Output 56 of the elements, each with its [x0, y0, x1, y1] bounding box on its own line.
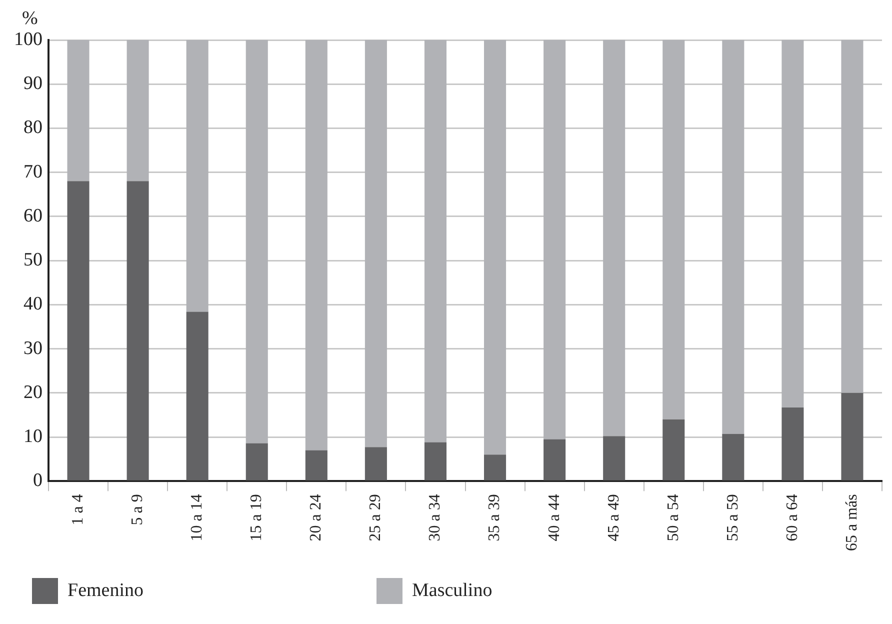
bar	[67, 181, 90, 480]
x-tick-label: 40 a 44	[546, 494, 563, 542]
bar	[364, 40, 387, 448]
bar	[782, 407, 804, 480]
x-tick-label: 30 a 34	[426, 494, 444, 542]
x-tick-label: 15 a 19	[248, 494, 266, 542]
bar	[544, 40, 566, 440]
y-tick-label: 50	[24, 250, 42, 271]
bar	[603, 436, 626, 480]
bar	[126, 40, 149, 182]
y-tick-label: 40	[24, 294, 42, 315]
legend-label: Masculino	[412, 580, 702, 601]
bar	[305, 40, 328, 450]
bar	[67, 40, 90, 182]
bar	[305, 450, 328, 480]
x-tick-label: 1 a 4	[69, 494, 86, 526]
y-tick-label: 80	[24, 117, 42, 138]
bar	[186, 312, 208, 480]
bar	[186, 40, 208, 312]
x-tick-label: 5 a 9	[129, 494, 146, 526]
x-tick-label: 45 a 49	[605, 494, 622, 542]
legend-label: Femenino	[68, 580, 352, 601]
y-tick-label: 0	[33, 470, 42, 492]
bar	[364, 447, 387, 480]
x-tick-label: 65 a más	[843, 494, 860, 551]
y-axis-title: %	[22, 8, 38, 30]
bar	[603, 40, 626, 436]
y-tick-label: 100	[14, 28, 42, 50]
bar	[424, 442, 446, 480]
y-tick-label: 60	[24, 205, 42, 226]
x-tick-label: 10 a 14	[188, 494, 206, 542]
bar	[246, 443, 268, 480]
x-tick-label: 35 a 39	[486, 494, 504, 542]
y-tick-label: 30	[24, 338, 42, 359]
y-tick-label: 10	[24, 426, 42, 447]
bar	[662, 419, 685, 480]
bar	[722, 40, 744, 434]
bar	[544, 439, 566, 480]
bar	[841, 392, 864, 480]
bar	[782, 40, 804, 408]
bar	[662, 40, 685, 420]
bar	[484, 40, 506, 455]
bar	[126, 181, 149, 480]
x-tick-label: 25 a 29	[367, 494, 384, 542]
y-tick-label: 20	[24, 382, 42, 403]
x-tick-label: 20 a 24	[308, 494, 325, 542]
bar	[424, 40, 446, 442]
y-tick-label: 90	[24, 73, 42, 94]
bar	[246, 40, 268, 444]
x-tick-label: 55 a 59	[724, 494, 742, 542]
bar	[722, 434, 744, 480]
bar	[484, 454, 506, 480]
bar	[841, 40, 864, 393]
x-tick-label: 50 a 54	[664, 494, 682, 542]
y-tick-label: 70	[24, 161, 42, 182]
x-tick-label: 60 a 64	[784, 494, 801, 542]
